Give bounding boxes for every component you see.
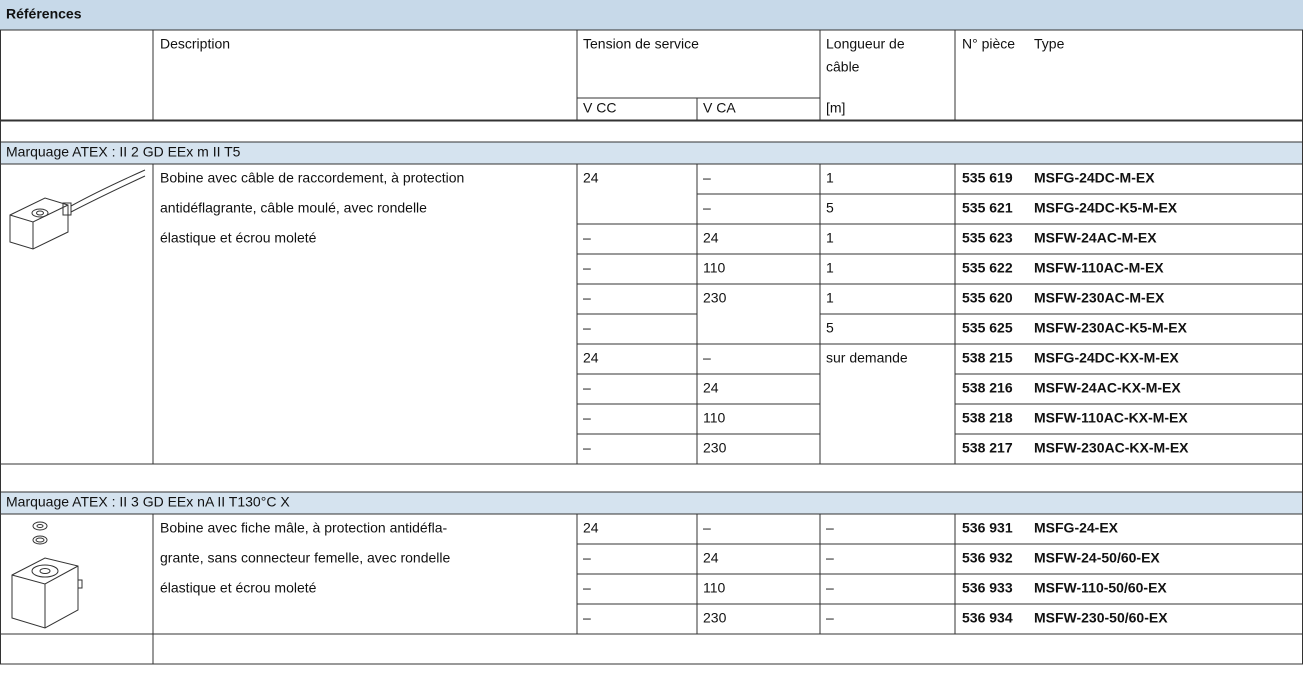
section-band xyxy=(0,142,1303,164)
part-cell: MSFW-230-50/60-EX xyxy=(1034,610,1168,626)
value-cell: 24 xyxy=(583,350,599,366)
value-cell: – xyxy=(583,380,591,396)
coil-plug-icon xyxy=(11,521,83,629)
value-cell: – xyxy=(703,350,711,366)
value-cell: 230 xyxy=(703,440,727,456)
value-cell: – xyxy=(703,200,711,216)
part-cell: MSFW-110AC-KX-M-EX xyxy=(1034,410,1188,426)
header-part-no: N° pièce xyxy=(962,36,1015,52)
header-length: câble xyxy=(826,59,860,75)
section-band xyxy=(0,492,1303,514)
value-cell: – xyxy=(583,230,591,246)
value-cell: 1 xyxy=(826,290,834,306)
part-cell: MSFG-24-EX xyxy=(1034,520,1119,536)
value-cell: – xyxy=(826,520,834,536)
part-cell: MSFG-24DC-M-EX xyxy=(1034,170,1155,186)
description-line: élastique et écrou moleté xyxy=(160,580,317,596)
value-cell: – xyxy=(703,170,711,186)
part-cell: MSFW-230AC-KX-M-EX xyxy=(1034,440,1189,456)
value-cell: 110 xyxy=(703,580,726,596)
part-cell: MSFW-110AC-M-EX xyxy=(1034,260,1164,276)
part-cell: MSFW-24AC-M-EX xyxy=(1034,230,1157,246)
coil-cable-icon xyxy=(9,169,146,250)
part-cell: MSFW-24-50/60-EX xyxy=(1034,550,1160,566)
header-length: Longueur de xyxy=(826,36,905,52)
value-cell: 24 xyxy=(703,380,719,396)
value-cell: 230 xyxy=(703,610,727,626)
part-cell: 538 215 xyxy=(962,350,1013,366)
value-cell: 24 xyxy=(583,520,599,536)
part-cell: 538 216 xyxy=(962,380,1013,396)
part-cell: 536 932 xyxy=(962,550,1013,566)
part-cell: 536 931 xyxy=(962,520,1013,536)
value-cell: 1 xyxy=(826,260,834,276)
value-cell: 5 xyxy=(826,320,834,336)
value-cell: – xyxy=(826,610,834,626)
value-cell: – xyxy=(583,610,591,626)
value-cell: – xyxy=(826,580,834,596)
header-lines xyxy=(0,29,1303,122)
value-cell: – xyxy=(583,260,591,276)
description-line: Bobine avec fiche mâle, à protection ant… xyxy=(160,520,448,536)
part-cell: MSFW-230AC-K5-M-EX xyxy=(1034,320,1188,336)
description-line: Bobine avec câble de raccordement, à pro… xyxy=(160,170,464,186)
header-vcc: V CC xyxy=(583,100,616,116)
header-vca: V CA xyxy=(703,100,736,116)
title-bar xyxy=(0,0,1303,30)
part-cell: 535 621 xyxy=(962,200,1013,216)
value-cell: – xyxy=(826,550,834,566)
header-tension: Tension de service xyxy=(583,36,699,52)
part-cell: 536 934 xyxy=(962,610,1013,626)
value-cell: 1 xyxy=(826,170,834,186)
value-cell: – xyxy=(583,320,591,336)
value-cell: 110 xyxy=(703,410,726,426)
value-cell: 24 xyxy=(583,170,599,186)
part-cell: MSFG-24DC-KX-M-EX xyxy=(1034,350,1179,366)
value-cell: – xyxy=(703,520,711,536)
value-cell: 5 xyxy=(826,200,834,216)
part-cell: 535 620 xyxy=(962,290,1013,306)
description-line: grante, sans connecteur femelle, avec ro… xyxy=(160,550,450,566)
value-cell: 1 xyxy=(826,230,834,246)
part-cell: 538 217 xyxy=(962,440,1013,456)
value-cell: – xyxy=(583,440,591,456)
value-cell: 110 xyxy=(703,260,726,276)
part-cell: MSFW-24AC-KX-M-EX xyxy=(1034,380,1181,396)
value-cell: sur demande xyxy=(826,350,908,366)
part-cell: MSFG-24DC-K5-M-EX xyxy=(1034,200,1178,216)
description-line: antidéflagrante, câble moulé, avec ronde… xyxy=(160,200,427,216)
part-cell: 535 625 xyxy=(962,320,1013,336)
header-description: Description xyxy=(160,36,230,52)
value-cell: – xyxy=(583,410,591,426)
part-cell: 535 623 xyxy=(962,230,1013,246)
section-label: Marquage ATEX : II 3 GD EEx nA II T130°C… xyxy=(6,494,290,510)
part-cell: 535 622 xyxy=(962,260,1013,276)
part-cell: MSFW-110-50/60-EX xyxy=(1034,580,1167,596)
header-unit: [m] xyxy=(826,100,845,116)
value-cell: – xyxy=(583,550,591,566)
part-cell: 538 218 xyxy=(962,410,1013,426)
part-cell: 535 619 xyxy=(962,170,1013,186)
value-cell: 24 xyxy=(703,230,719,246)
value-cell: – xyxy=(583,290,591,306)
part-cell: 536 933 xyxy=(962,580,1013,596)
part-cell: MSFW-230AC-M-EX xyxy=(1034,290,1165,306)
value-cell: 230 xyxy=(703,290,727,306)
value-cell: 24 xyxy=(703,550,719,566)
section-label: Marquage ATEX : II 2 GD EEx m II T5 xyxy=(6,144,241,160)
value-cell: – xyxy=(583,580,591,596)
header-type: Type xyxy=(1034,36,1065,52)
description-line: élastique et écrou moleté xyxy=(160,230,317,246)
table-title: Références xyxy=(6,6,82,22)
